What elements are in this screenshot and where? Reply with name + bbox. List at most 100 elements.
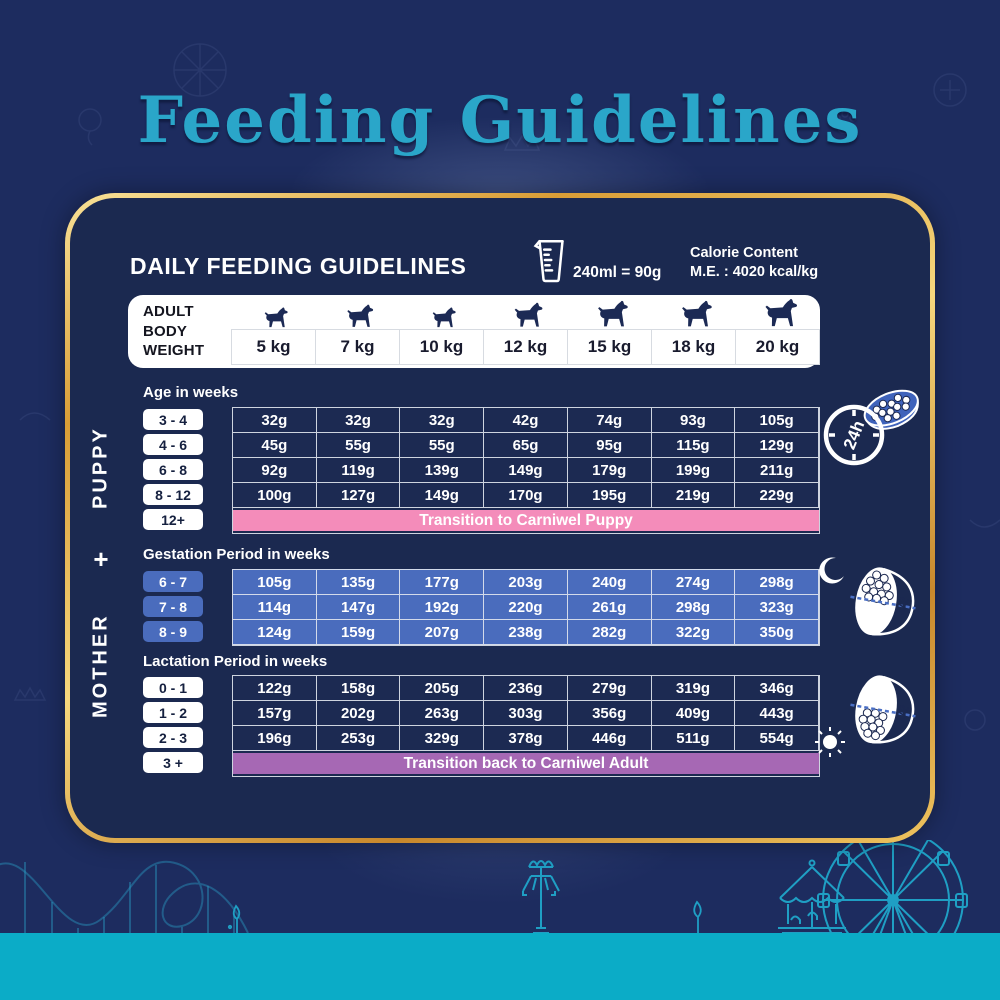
gestation-subtitle: Gestation Period in weeks bbox=[143, 546, 330, 563]
bowl-24h-label: 24h bbox=[840, 418, 869, 452]
weight-cell: 5 kg bbox=[231, 329, 316, 365]
weight-header-bar: ADULT BODY WEIGHT 5 kg 7 kg 10 kg 12 kg 15 k… bbox=[128, 295, 820, 368]
amount-cell: 554g bbox=[734, 725, 819, 751]
amount-cell: 92g bbox=[232, 457, 317, 483]
amount-cell: 157g bbox=[232, 700, 317, 726]
mother-side-label: MOTHER bbox=[89, 613, 112, 719]
gestation-week-pills: 6 - 7 7 - 8 8 - 9 bbox=[143, 569, 203, 644]
amount-cell: 105g bbox=[232, 569, 317, 595]
amount-cell: 114g bbox=[232, 594, 317, 620]
amount-cell: 378g bbox=[483, 725, 568, 751]
amount-cell: 170g bbox=[483, 482, 568, 508]
amount-cell: 346g bbox=[734, 675, 819, 701]
amount-cell: 149g bbox=[399, 482, 485, 508]
moon-icon bbox=[819, 557, 844, 584]
weight-cell: 7 kg bbox=[315, 329, 400, 365]
amount-cell: 319g bbox=[650, 675, 736, 701]
weights-row: 5 kg 7 kg 10 kg 12 kg 15 kg 18 kg 20 kg bbox=[231, 329, 820, 365]
amount-cell: 202g bbox=[315, 700, 401, 726]
amount-cell: 124g bbox=[232, 619, 317, 645]
dog-icon bbox=[652, 296, 736, 330]
amount-cell: 32g bbox=[315, 407, 401, 433]
amount-cell: 253g bbox=[315, 725, 401, 751]
feeding-card-inner: DAILY FEEDING GUIDELINES 240ml = 90g Cal… bbox=[70, 198, 930, 838]
weight-cell: 20 kg bbox=[735, 329, 820, 365]
puppy-week-pill: 4 - 6 bbox=[143, 434, 203, 455]
amount-cell: 55g bbox=[315, 432, 401, 458]
amount-cell: 149g bbox=[483, 457, 568, 483]
amount-cell: 32g bbox=[399, 407, 485, 433]
amount-cell: 356g bbox=[566, 700, 652, 726]
amount-cell: 409g bbox=[650, 700, 736, 726]
gestation-week-pill: 6 - 7 bbox=[143, 571, 203, 592]
bottom-teal-strip bbox=[0, 933, 1000, 1000]
amount-cell: 298g bbox=[650, 594, 736, 620]
amount-cell: 127g bbox=[315, 482, 401, 508]
amount-cell: 211g bbox=[734, 457, 819, 483]
amount-cell: 100g bbox=[232, 482, 317, 508]
cup-equivalence-note: 240ml = 90g bbox=[573, 264, 662, 281]
amount-cell: 279g bbox=[566, 675, 652, 701]
amount-cell: 105g bbox=[734, 407, 819, 433]
amount-cell: 219g bbox=[650, 482, 736, 508]
puppy-table: 32g 32g 32g 42g 74g 93g 105g 45g 55g 55g 65g 95g 115… bbox=[232, 407, 820, 534]
amount-cell: 229g bbox=[734, 482, 819, 508]
amount-cell: 261g bbox=[566, 594, 652, 620]
amount-cell: 195g bbox=[566, 482, 652, 508]
plus-sign: + bbox=[93, 544, 109, 574]
puppy-subtitle: Age in weeks bbox=[143, 384, 239, 401]
feeding-card: DAILY FEEDING GUIDELINES 240ml = 90g Cal… bbox=[65, 193, 935, 843]
adult-body-weight-label: ADULT BODY WEIGHT bbox=[143, 303, 205, 359]
lactation-week-pill: 1 - 2 bbox=[143, 702, 203, 723]
amount-cell: 207g bbox=[399, 619, 485, 645]
amount-cell: 282g bbox=[566, 619, 652, 645]
dog-icons-row bbox=[232, 296, 820, 330]
weight-cell: 15 kg bbox=[567, 329, 652, 365]
amount-cell: 115g bbox=[650, 432, 736, 458]
amount-cell: 179g bbox=[566, 457, 652, 483]
measuring-cup-icon bbox=[533, 239, 564, 283]
amount-cell: 350g bbox=[734, 619, 819, 645]
puppy-week-pill: 8 - 12 bbox=[143, 484, 203, 505]
amount-cell: 65g bbox=[483, 432, 568, 458]
puppy-banner-pill: 12+ bbox=[143, 509, 203, 530]
amount-cell: 236g bbox=[483, 675, 568, 701]
amount-cell: 511g bbox=[650, 725, 736, 751]
swing-ride-icon bbox=[522, 860, 560, 934]
amount-cell: 122g bbox=[232, 675, 317, 701]
amount-cell: 129g bbox=[734, 432, 819, 458]
weight-cell: 18 kg bbox=[651, 329, 736, 365]
puppy-week-pill: 3 - 4 bbox=[143, 409, 203, 430]
amount-cell: 196g bbox=[232, 725, 317, 751]
amount-cell: 443g bbox=[734, 700, 819, 726]
card-heading: DAILY FEEDING GUIDELINES bbox=[130, 253, 467, 279]
amount-cell: 203g bbox=[483, 569, 568, 595]
amount-cell: 205g bbox=[399, 675, 485, 701]
amount-cell: 139g bbox=[399, 457, 485, 483]
bowl-half-night-icon: 1/2 bbox=[819, 557, 916, 636]
dog-icon bbox=[568, 296, 652, 330]
amount-cell: 159g bbox=[315, 619, 401, 645]
amount-cell: 177g bbox=[399, 569, 485, 595]
lactation-week-pills: 0 - 1 1 - 2 2 - 3 3 + bbox=[143, 675, 203, 775]
dog-icon bbox=[736, 296, 820, 330]
puppy-transition-banner: Transition to Carniwel Puppy bbox=[233, 510, 819, 531]
dog-icon bbox=[484, 296, 568, 330]
amount-cell: 45g bbox=[232, 432, 317, 458]
dog-icon bbox=[316, 296, 400, 330]
amount-cell: 220g bbox=[483, 594, 568, 620]
puppy-side-label: PUPPY bbox=[89, 426, 112, 510]
amount-cell: 322g bbox=[650, 619, 736, 645]
calorie-line2: M.E. : 4020 kcal/kg bbox=[690, 264, 819, 280]
lactation-subtitle: Lactation Period in weeks bbox=[143, 653, 328, 670]
amount-cell: 158g bbox=[315, 675, 401, 701]
amount-cell: 199g bbox=[650, 457, 736, 483]
amount-cell: 119g bbox=[315, 457, 401, 483]
amount-cell: 93g bbox=[650, 407, 736, 433]
gestation-week-pill: 8 - 9 bbox=[143, 621, 203, 642]
amount-cell: 192g bbox=[399, 594, 485, 620]
half-portion-label-day: 1/2 bbox=[891, 703, 912, 725]
puppy-age-pills: 3 - 4 4 - 6 6 - 8 8 - 12 12+ bbox=[143, 407, 203, 532]
lactation-banner-pill: 3 + bbox=[143, 752, 203, 773]
amount-cell: 240g bbox=[566, 569, 652, 595]
